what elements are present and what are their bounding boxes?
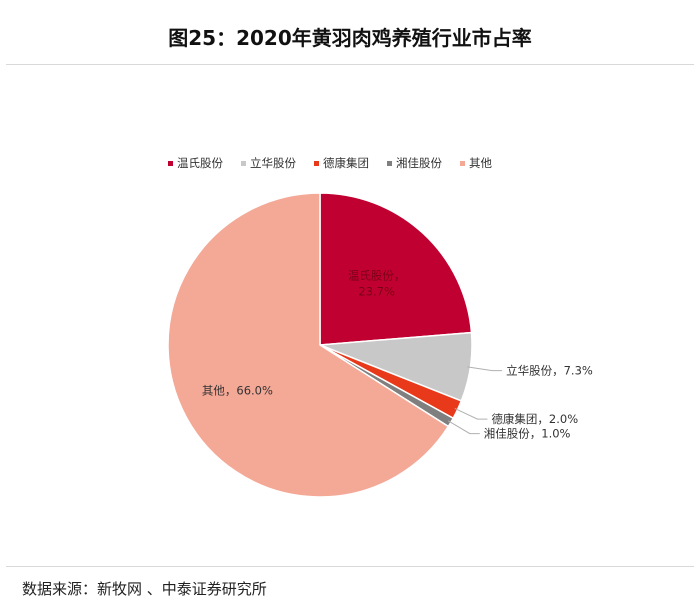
legend-label-5: 其他	[469, 156, 492, 170]
slice-3-leader	[454, 407, 488, 420]
slice-1-label-value: 23.7%	[358, 285, 395, 299]
chart-title: 图25：2020年黄羽肉鸡养殖行业市占率	[168, 26, 532, 50]
source-divider	[6, 566, 694, 567]
legend-swatch-1	[168, 161, 173, 166]
title-divider	[6, 64, 694, 65]
source-note: 数据来源：新牧网 、中泰证券研究所	[22, 580, 267, 598]
slice-4-label: 湘佳股份，1.0%	[484, 427, 571, 441]
slice-5-wedge	[167, 192, 450, 498]
slice-3-label: 德康集团，2.0%	[491, 412, 578, 426]
legend-label-1: 温氏股份	[177, 156, 223, 170]
slice-1-wedge	[319, 192, 473, 346]
pie-chart: 温氏股份 立华股份 德康集团 湘佳股份 其他 温氏股份， 23.7% 立华股份，7.3% 德康…	[167, 156, 593, 498]
legend-swatch-5	[460, 161, 465, 166]
legend-label-3: 德康集团	[323, 156, 369, 170]
slice-1-label-name: 温氏股份，	[348, 269, 406, 283]
legend-label-4: 湘佳股份	[396, 156, 442, 170]
slice-labels: 温氏股份， 23.7% 立华股份，7.3% 德康集团，2.0%湘佳股份，1.0% 其他，…	[202, 269, 593, 441]
legend-swatch-3	[314, 161, 319, 166]
slice-2-leader	[467, 366, 503, 372]
slice-5-label: 其他，66.0%	[202, 383, 273, 397]
legend: 温氏股份 立华股份 德康集团 湘佳股份 其他	[168, 156, 492, 170]
legend-label-2: 立华股份	[250, 156, 296, 170]
pie-slices	[167, 192, 473, 498]
slice-2-label: 立华股份，7.3%	[506, 364, 593, 378]
legend-swatch-4	[387, 161, 392, 166]
legend-swatch-2	[241, 161, 246, 166]
slice-4-leader	[447, 420, 480, 435]
